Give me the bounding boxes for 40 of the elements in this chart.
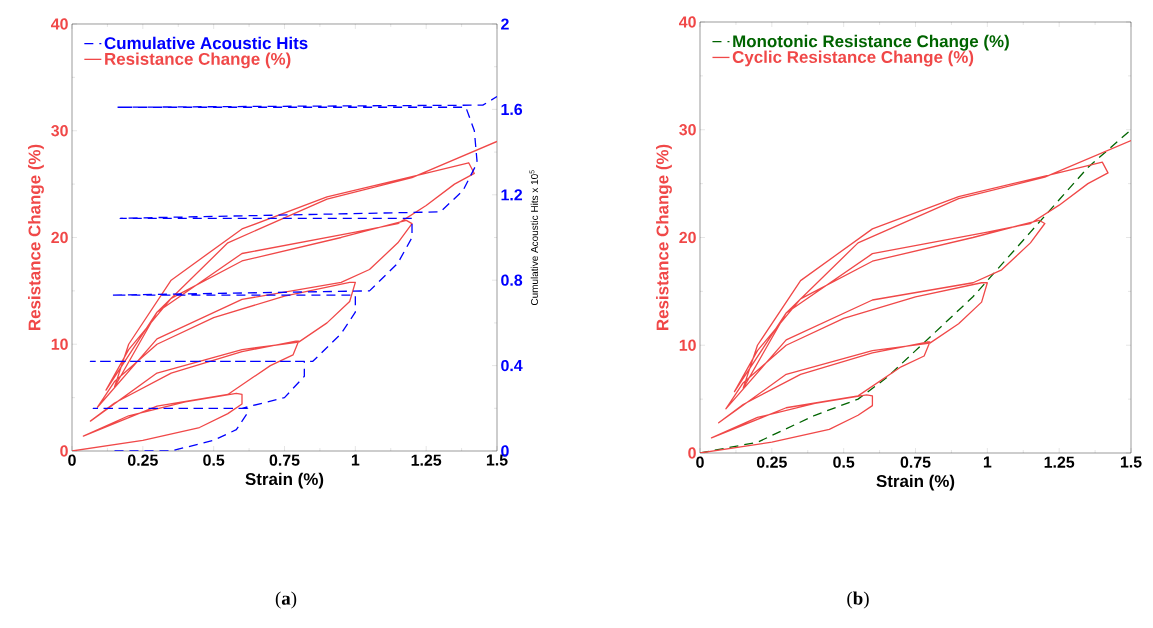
x-tick-label: 0.75 [900,456,931,468]
x-tick-label: 1 [983,456,992,468]
y-tick-label: 10 [679,339,696,351]
y2-axis-title: Cumulative Acoustic Hits x 10$^{5}$ [529,170,539,306]
y-tick-label: 10 [51,338,68,350]
x-tick-label: 0.5 [203,454,225,466]
legend-label: Resistance Change (%) [105,52,291,69]
y2-tick-label: 1.2 [501,189,523,201]
x-tick-label: 1.25 [411,454,442,466]
y2-tick-label: 2 [501,18,509,30]
x-tick-label: 0.5 [833,456,855,468]
text: (a) [275,591,297,609]
x-axis-title: Strain (%) [876,474,955,491]
y2-tick-label: 1.6 [501,103,523,116]
y-axis-title: Resistance Change (%) [28,144,44,330]
x-tick-label: 0.25 [127,454,158,466]
x-tick-label: 0.25 [756,456,787,468]
y-tick-label: 20 [51,231,68,244]
y2-tick-label: 0.4 [501,359,523,372]
y-axis-title: Resistance Change (%) [656,144,672,331]
x-tick-label: 1.5 [1120,456,1142,468]
x-tick-label: 1 [351,454,360,466]
x-tick-label: 1.25 [1044,456,1075,468]
y2-tick-label: 0.8 [501,274,523,286]
legend-label: Cumulative Acoustic Hits [104,36,308,50]
legend-label: Monotonic Resistance Change (%) [733,34,1009,51]
y-tick-label: 40 [678,16,696,28]
y-tick-label: 30 [679,124,696,136]
x-tick-label: 0 [696,456,704,468]
x-tick-label: 0.75 [269,454,300,466]
y-tick-label: 0 [60,445,68,457]
x-axis-title: Strain (%) [245,472,324,489]
y-tick-label: 20 [679,231,696,244]
legend-label: Cyclic Resistance Change (%) [732,50,974,67]
y-tick-label: 30 [51,125,68,137]
line-series [72,140,497,451]
line-series [89,95,497,451]
y-tick-label: 40 [50,18,68,30]
x-tick-label: 0 [68,454,76,466]
text: (b) [847,591,869,609]
